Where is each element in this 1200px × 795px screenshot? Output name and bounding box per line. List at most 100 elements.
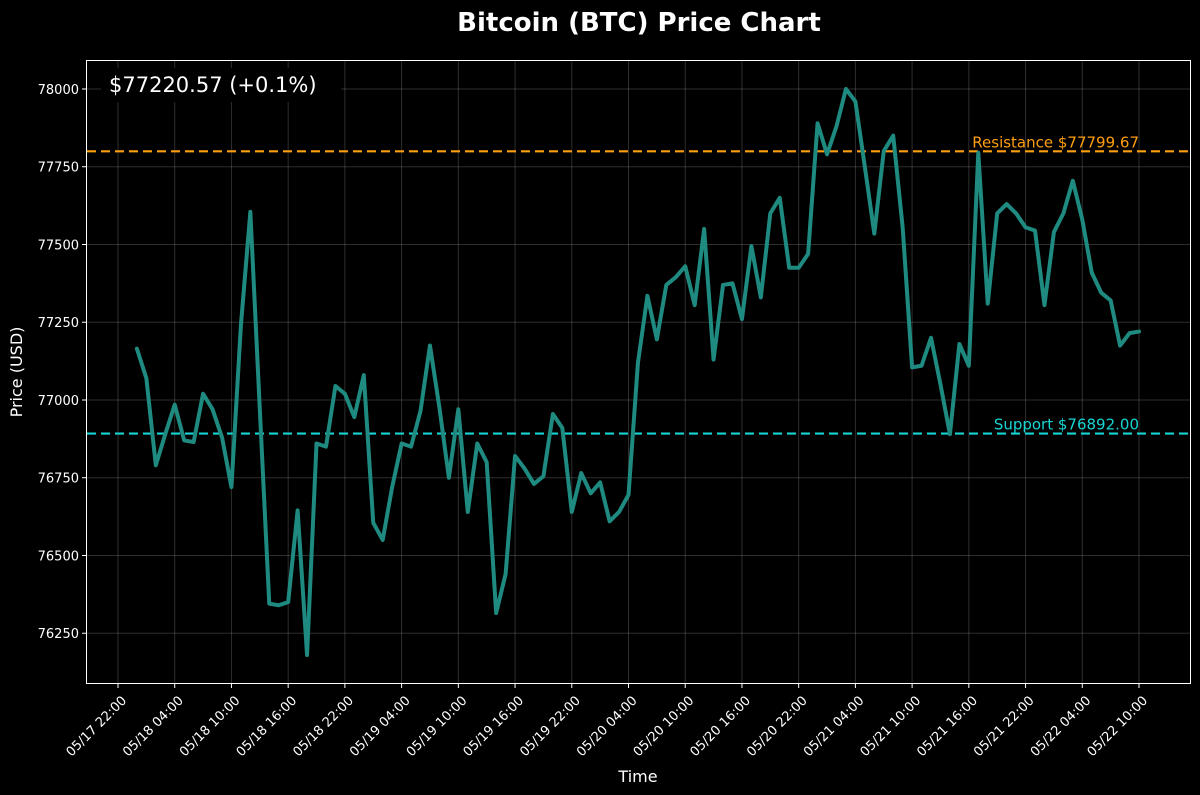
price-point: [561, 427, 563, 429]
price-point: [892, 135, 894, 137]
price-point: [684, 265, 686, 267]
plot-frame: [86, 60, 1191, 684]
price-point: [306, 654, 308, 656]
price-point: [495, 612, 497, 614]
price-point: [864, 166, 866, 168]
price-point: [958, 343, 960, 345]
price-point: [930, 337, 932, 339]
price-point: [476, 443, 478, 445]
price-point: [486, 461, 488, 463]
price-point: [1034, 230, 1036, 231]
x-axis-label: Time: [617, 767, 657, 786]
price-point: [883, 150, 885, 152]
price-point: [987, 303, 989, 305]
price-point: [949, 433, 951, 435]
support-label: Support $76892.00: [994, 416, 1139, 434]
price-point: [514, 455, 516, 457]
y-tick-label: 77750: [38, 161, 79, 176]
y-tick-label: 76500: [38, 549, 79, 564]
price-point: [580, 472, 582, 474]
price-point: [505, 573, 507, 575]
series-layer: [134, 86, 1141, 658]
price-point: [524, 467, 526, 469]
price-point: [968, 365, 970, 367]
price-point: [750, 245, 752, 247]
price-point: [542, 475, 544, 477]
resistance-label: Resistance $77799.67: [972, 133, 1139, 151]
price-point: [835, 125, 837, 127]
price-point: [278, 604, 280, 606]
price-point: [429, 345, 431, 347]
price-point: [155, 464, 157, 466]
price-point: [1072, 180, 1074, 182]
price-point: [344, 393, 346, 395]
price-point: [420, 410, 422, 412]
y-axis-ticks: 76250 76500 76750 77000 77250 77500 77750 78000: [38, 83, 87, 642]
y-tick-label: 77000: [38, 394, 79, 409]
price-point: [637, 362, 639, 364]
price-point: [391, 486, 393, 488]
price-point: [193, 441, 195, 443]
price-point: [656, 338, 658, 340]
price-point: [297, 509, 299, 511]
price-point: [249, 211, 251, 213]
price-point: [977, 152, 979, 154]
price-point: [1091, 271, 1093, 273]
price-point: [221, 436, 223, 438]
price-point: [1129, 332, 1131, 334]
price-point: [996, 212, 998, 214]
price-point: [571, 511, 573, 513]
price-point: [703, 228, 705, 230]
price-point: [694, 304, 696, 306]
price-point: [183, 439, 185, 441]
price-point: [675, 276, 677, 278]
price-display: $77220.57 (+0.1%): [101, 68, 341, 102]
price-point: [372, 522, 374, 524]
chart-title: Bitcoin (BTC) Price Chart: [457, 8, 821, 38]
price-point: [1081, 219, 1083, 221]
y-axis-label: Price (USD): [7, 327, 26, 418]
price-point: [845, 88, 847, 90]
price-point: [1062, 212, 1064, 214]
price-point: [1138, 331, 1140, 333]
price-point: [1053, 231, 1055, 233]
price-point: [911, 366, 913, 368]
price-point: [618, 511, 620, 513]
price-point: [164, 433, 166, 435]
price-point: [939, 383, 941, 385]
price-point: [382, 539, 384, 541]
price-point: [410, 446, 412, 448]
price-point: [287, 601, 289, 603]
price-point: [854, 100, 856, 102]
price-point: [826, 153, 828, 155]
price-point: [334, 385, 336, 387]
price-point: [145, 377, 147, 379]
reference-lines: Resistance $77799.67 Support $76892.00: [87, 133, 1190, 435]
price-point: [136, 348, 138, 350]
price-point: [438, 407, 440, 409]
price-point: [902, 226, 904, 228]
price-point: [798, 267, 800, 269]
price-point: [259, 408, 261, 410]
price-point: [212, 408, 214, 410]
price-point: [1025, 226, 1027, 228]
price-point: [325, 446, 327, 448]
price-point: [401, 443, 403, 445]
price-point: [457, 408, 459, 410]
price-point: [1119, 345, 1121, 347]
price-point: [599, 481, 601, 483]
price-point: [316, 443, 318, 445]
price-point: [353, 416, 355, 418]
price-point: [1043, 304, 1045, 306]
price-point: [1110, 299, 1112, 301]
y-tick-label: 77250: [38, 316, 79, 331]
price-point: [202, 393, 204, 395]
price-point: [646, 295, 648, 297]
price-point: [722, 284, 724, 286]
price-point: [788, 267, 790, 269]
price-point: [590, 492, 592, 494]
price-point: [1015, 212, 1017, 214]
price-point: [921, 365, 923, 367]
